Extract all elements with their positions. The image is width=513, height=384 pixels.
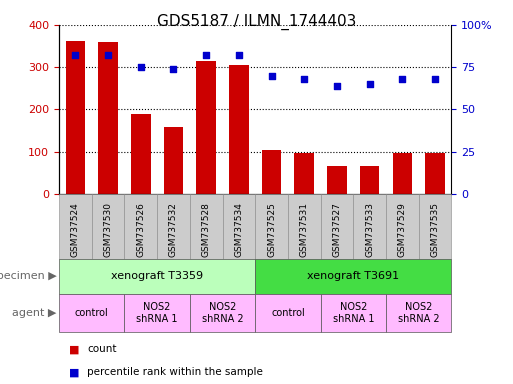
Text: GSM737526: GSM737526: [136, 202, 145, 257]
Point: [104, 52, 112, 58]
Text: GSM737529: GSM737529: [398, 202, 407, 257]
Text: GSM737535: GSM737535: [430, 202, 440, 257]
Text: GSM737534: GSM737534: [234, 202, 243, 257]
Text: ■: ■: [69, 367, 80, 377]
Bar: [360, 167, 380, 194]
Text: NOS2
shRNA 2: NOS2 shRNA 2: [398, 302, 440, 324]
Point: [136, 64, 145, 70]
Bar: [229, 65, 249, 194]
Point: [71, 52, 80, 58]
Text: NOS2
shRNA 1: NOS2 shRNA 1: [136, 302, 178, 324]
Text: GSM737524: GSM737524: [71, 202, 80, 257]
Bar: [131, 114, 150, 194]
Point: [300, 76, 308, 82]
Bar: [425, 153, 445, 194]
Text: GSM737531: GSM737531: [300, 202, 309, 257]
Bar: [327, 167, 347, 194]
Text: agent ▶: agent ▶: [12, 308, 56, 318]
Point: [235, 52, 243, 58]
Text: NOS2
shRNA 2: NOS2 shRNA 2: [202, 302, 243, 324]
Point: [398, 76, 406, 82]
Bar: [262, 150, 281, 194]
Bar: [294, 153, 314, 194]
Text: GSM737525: GSM737525: [267, 202, 276, 257]
Text: GSM737528: GSM737528: [202, 202, 211, 257]
Text: specimen ▶: specimen ▶: [0, 271, 56, 281]
Text: NOS2
shRNA 1: NOS2 shRNA 1: [332, 302, 374, 324]
Point: [267, 73, 275, 79]
Bar: [164, 127, 183, 194]
Bar: [196, 61, 216, 194]
Text: xenograft T3359: xenograft T3359: [111, 271, 203, 281]
Point: [431, 76, 439, 82]
Point: [333, 83, 341, 89]
Text: ■: ■: [69, 344, 80, 354]
Text: GSM737533: GSM737533: [365, 202, 374, 257]
Point: [202, 52, 210, 58]
Point: [366, 81, 374, 87]
Bar: [66, 41, 85, 194]
Text: GSM737527: GSM737527: [332, 202, 342, 257]
Bar: [392, 152, 412, 194]
Text: percentile rank within the sample: percentile rank within the sample: [87, 367, 263, 377]
Text: count: count: [87, 344, 117, 354]
Point: [169, 66, 177, 72]
Text: xenograft T3691: xenograft T3691: [307, 271, 400, 281]
Text: GSM737530: GSM737530: [104, 202, 112, 257]
Text: control: control: [75, 308, 109, 318]
Text: control: control: [271, 308, 305, 318]
Text: GSM737532: GSM737532: [169, 202, 178, 257]
Bar: [98, 42, 118, 194]
Text: GDS5187 / ILMN_1744403: GDS5187 / ILMN_1744403: [157, 13, 356, 30]
